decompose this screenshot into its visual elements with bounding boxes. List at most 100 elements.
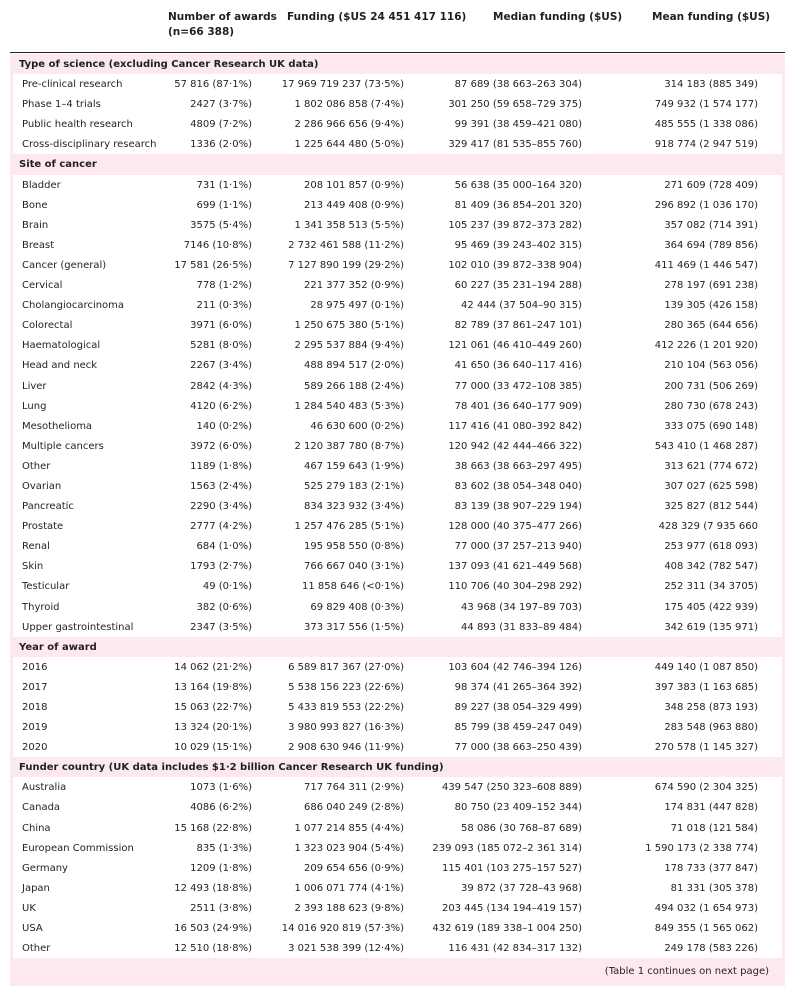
cell-median: 103 604 (42 746–394 126) bbox=[448, 661, 582, 673]
cell-median: 60 227 (35 231–194 288) bbox=[454, 280, 582, 292]
cell-median: 128 000 (40 375–477 266) bbox=[448, 521, 582, 533]
continuation-note: (Table 1 continues on next page) bbox=[604, 966, 769, 977]
cell-mean: 342 619 (135 971) bbox=[664, 621, 758, 633]
cell-median: 121 061 (46 410–449 260) bbox=[448, 340, 582, 352]
cell-awards: 3971 (6·0%) bbox=[190, 320, 252, 332]
cell-mean: 253 977 (618 093) bbox=[664, 541, 758, 553]
table-row: Cancer (general) 17 581 (26·5%) 7 127 890 … bbox=[13, 254, 782, 276]
header-funding: Funding ($US 24 451 417 116) bbox=[287, 11, 467, 23]
table-row: Phase 1–4 trials 2427 (3·7%) 1 802 086 858… bbox=[13, 94, 782, 115]
table-row: Cervical 778 (1·2%) 221 377 352 (0·9%) 60 2… bbox=[13, 275, 782, 296]
row-label: Australia bbox=[22, 782, 67, 794]
cell-funding: 5 538 156 223 (22·6%) bbox=[288, 681, 404, 693]
cell-funding: 69 829 408 (0·3%) bbox=[310, 601, 404, 613]
row-label: Pancreatic bbox=[22, 501, 74, 513]
cell-mean: 333 075 (690 148) bbox=[664, 420, 758, 432]
table-row: European Commission 835 (1·3%) 1 323 023 9… bbox=[13, 837, 782, 858]
cell-median: 137 093 (41 621–449 568) bbox=[448, 561, 582, 573]
cell-awards: 1563 (2·4%) bbox=[190, 480, 252, 492]
cell-mean: 543 410 (1 468 287) bbox=[654, 440, 758, 452]
section-title: Funder country (UK data includes $1·2 bi… bbox=[19, 762, 444, 774]
row-label: Skin bbox=[22, 561, 44, 573]
cell-median: 39 872 (37 728–43 968) bbox=[461, 882, 582, 894]
cell-median: 80 750 (23 409–152 344) bbox=[454, 802, 582, 814]
row-label: European Commission bbox=[22, 842, 134, 854]
section-title: Year of award bbox=[19, 641, 97, 653]
cell-mean: 280 730 (678 243) bbox=[664, 400, 758, 412]
cell-mean: 139 305 (426 158) bbox=[664, 300, 758, 312]
cell-funding: 3 021 538 399 (12·4%) bbox=[288, 943, 404, 955]
table-row: Ovarian 1563 (2·4%) 525 279 183 (2·1%) 83 6… bbox=[13, 475, 782, 497]
cell-funding: 14 016 920 819 (57·3%) bbox=[281, 923, 404, 935]
section-title: Type of science (excluding Cancer Resear… bbox=[19, 59, 319, 70]
cell-mean: 71 018 (121 584) bbox=[670, 822, 758, 834]
table-row: Bone 699 (1·1%) 213 449 408 (0·9%) 81 409 (… bbox=[13, 194, 782, 215]
cell-mean: 428 329 (7 935 660 bbox=[658, 521, 758, 533]
cell-awards: 4809 (7·2%) bbox=[190, 119, 252, 131]
cell-mean: 283 548 (963 880) bbox=[664, 722, 758, 734]
table-row: 2017 13 164 (19·8%) 5 538 156 223 (22·6%) 9… bbox=[13, 676, 782, 697]
cell-mean: 210 104 (563 056) bbox=[664, 360, 758, 372]
table-row: Colorectal 3971 (6·0%) 1 250 675 380 (5·1%… bbox=[13, 315, 782, 336]
cell-awards: 1793 (2·7%) bbox=[190, 561, 252, 573]
cell-funding: 525 279 183 (2·1%) bbox=[303, 480, 404, 492]
cell-funding: 834 323 932 (3·4%) bbox=[303, 501, 404, 513]
header-median: Median funding ($US) bbox=[493, 11, 623, 23]
table-row: Skin 1793 (2·7%) 766 667 040 (3·1%) 137 093… bbox=[13, 556, 782, 577]
cell-median: 43 968 (34 197–89 703) bbox=[461, 601, 582, 613]
cell-median: 77 000 (33 472–108 385) bbox=[454, 380, 582, 392]
cell-median: 42 444 (37 504–90 315) bbox=[461, 300, 582, 312]
cell-funding: 686 040 249 (2·8%) bbox=[303, 802, 404, 814]
cell-median: 58 086 (30 768–87 689) bbox=[461, 822, 582, 834]
cell-mean: 278 197 (691 238) bbox=[664, 280, 758, 292]
cell-mean: 449 140 (1 087 850) bbox=[654, 661, 758, 673]
table-row: Renal 684 (1·0%) 195 958 550 (0·8%) 77 000 … bbox=[13, 536, 782, 557]
cell-mean: 296 892 (1 036 170) bbox=[654, 199, 758, 211]
cell-funding: 209 654 656 (0·9%) bbox=[303, 862, 404, 874]
row-label: Other bbox=[22, 943, 51, 955]
cell-awards: 3575 (5·4%) bbox=[190, 219, 252, 231]
header-rule bbox=[10, 52, 785, 53]
cell-mean: 175 405 (422 939) bbox=[664, 601, 758, 613]
cell-funding: 1 341 358 513 (5·5%) bbox=[294, 219, 404, 231]
row-label: UK bbox=[22, 902, 36, 914]
row-label: Breast bbox=[22, 239, 55, 251]
section-header: Year of award bbox=[10, 637, 785, 657]
cell-awards: 13 164 (19·8%) bbox=[174, 681, 252, 693]
row-label: Cross-disciplinary research bbox=[22, 139, 157, 151]
cell-awards: 778 (1·2%) bbox=[196, 280, 252, 292]
cell-median: 81 409 (36 854–201 320) bbox=[454, 199, 582, 211]
table-row: Japan 12 493 (18·8%) 1 006 071 774 (4·1%) 3… bbox=[13, 877, 782, 898]
cell-funding: 17 969 719 237 (73·5%) bbox=[281, 79, 404, 91]
cell-median: 98 374 (41 265–364 392) bbox=[454, 681, 582, 693]
cell-funding: 5 433 819 553 (22·2%) bbox=[288, 702, 404, 713]
cell-mean: 249 178 (583 226) bbox=[664, 943, 758, 955]
row-label: Brain bbox=[22, 219, 49, 231]
cell-funding: 2 908 630 946 (11·9%) bbox=[288, 742, 404, 754]
row-label: Cholangiocarcinoma bbox=[22, 300, 125, 312]
table-row: Thyroid 382 (0·6%) 69 829 408 (0·3%) 43 968… bbox=[13, 596, 782, 617]
table-row: China 15 168 (22·8%) 1 077 214 855 (4·4%) 5… bbox=[13, 817, 782, 838]
cell-funding: 467 159 643 (1·9%) bbox=[303, 460, 404, 472]
row-label: Haematological bbox=[22, 340, 101, 352]
cell-funding: 208 101 857 (0·9%) bbox=[303, 179, 404, 191]
cell-mean: 178 733 (377 847) bbox=[664, 862, 758, 874]
cell-median: 95 469 (39 243–402 315) bbox=[454, 239, 582, 251]
table-row: Other 12 510 (18·8%) 3 021 538 399 (12·4%)… bbox=[13, 938, 782, 959]
table-row: Mesothelioma 140 (0·2%) 46 630 600 (0·2%) 1… bbox=[13, 415, 782, 436]
row-label: Renal bbox=[22, 541, 50, 553]
table-row: Multiple cancers 3972 (6·0%) 2 120 387 780… bbox=[13, 435, 782, 456]
cell-funding: 717 764 311 (2·9%) bbox=[303, 782, 404, 794]
row-label: 2016 bbox=[22, 661, 48, 673]
cell-awards: 12 493 (18·8%) bbox=[174, 882, 252, 894]
cell-awards: 835 (1·3%) bbox=[196, 842, 252, 854]
cell-awards: 1336 (2·0%) bbox=[190, 139, 252, 151]
cell-funding: 1 077 214 855 (4·4%) bbox=[294, 822, 404, 834]
cell-mean: 674 590 (2 304 325) bbox=[654, 782, 758, 794]
section-header: Funder country (UK data includes $1·2 bi… bbox=[10, 757, 785, 777]
cell-median: 99 391 (38 459–421 080) bbox=[454, 119, 582, 131]
cell-mean: 494 032 (1 654 973) bbox=[654, 902, 758, 914]
cell-awards: 1189 (1·8%) bbox=[190, 460, 252, 472]
cell-median: 44 893 (31 833–89 484) bbox=[461, 621, 582, 633]
